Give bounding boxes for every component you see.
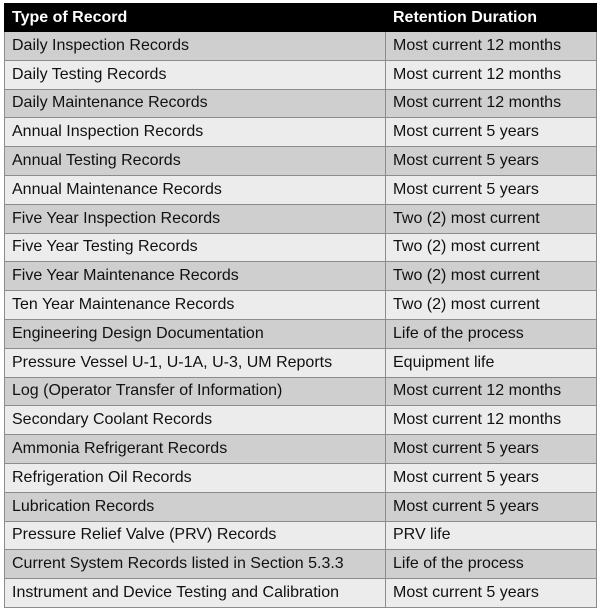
retention-duration-cell: Two (2) most current [385, 261, 597, 292]
record-type-cell: Pressure Vessel U-1, U-1A, U-3, UM Repor… [4, 347, 386, 378]
header-type-of-record: Type of Record [4, 3, 386, 32]
record-type-cell: Annual Testing Records [4, 146, 386, 176]
table-header-row: Type of Record Retention Duration [4, 3, 597, 32]
record-type-cell: Annual Inspection Records [4, 117, 386, 148]
table-row: Daily Inspection Records Most current 12… [4, 31, 597, 61]
retention-duration-cell: Most current 5 years [385, 146, 597, 176]
table-row: Daily Maintenance Records Most current 1… [4, 88, 597, 119]
record-type-cell: Secondary Coolant Records [4, 405, 386, 436]
record-type-cell: Lubrication Records [4, 491, 386, 522]
table-row: Refrigeration Oil Records Most current 5… [4, 462, 597, 493]
table-row: Daily Testing Records Most current 12 mo… [4, 59, 597, 90]
table-row: Five Year Inspection Records Two (2) mos… [4, 203, 597, 234]
record-type-cell: Log (Operator Transfer of Information) [4, 376, 386, 407]
record-retention-table: Type of Record Retention Duration Daily … [4, 3, 597, 608]
record-type-cell: Instrument and Device Testing and Calibr… [4, 578, 386, 608]
record-type-cell: Five Year Maintenance Records [4, 261, 386, 292]
record-type-cell: Five Year Inspection Records [4, 203, 386, 234]
retention-duration-cell: Most current 5 years [385, 491, 597, 522]
table-row: Annual Maintenance Records Most current … [4, 174, 597, 205]
table-row: Five Year Maintenance Records Two (2) mo… [4, 261, 597, 292]
record-type-cell: Ten Year Maintenance Records [4, 290, 386, 320]
retention-duration-cell: Most current 12 months [385, 31, 597, 61]
retention-duration-cell: Most current 12 months [385, 88, 597, 119]
table-row: Engineering Design Documentation Life of… [4, 318, 597, 349]
record-type-cell: Five Year Testing Records [4, 232, 386, 263]
retention-duration-cell: Most current 5 years [385, 462, 597, 493]
retention-duration-cell: Life of the process [385, 549, 597, 580]
table-row: Lubrication Records Most current 5 years [4, 491, 597, 522]
record-type-cell: Refrigeration Oil Records [4, 462, 386, 493]
table-row: Instrument and Device Testing and Calibr… [4, 578, 597, 608]
record-type-cell: Daily Testing Records [4, 59, 386, 90]
table-row: Pressure Vessel U-1, U-1A, U-3, UM Repor… [4, 347, 597, 378]
table-row: Annual Inspection Records Most current 5… [4, 117, 597, 148]
record-type-cell: Current System Records listed in Section… [4, 549, 386, 580]
record-type-cell: Pressure Relief Valve (PRV) Records [4, 520, 386, 551]
retention-duration-cell: Two (2) most current [385, 203, 597, 234]
table-row: Ten Year Maintenance Records Two (2) mos… [4, 290, 597, 320]
table-row: Pressure Relief Valve (PRV) Records PRV … [4, 520, 597, 551]
retention-duration-cell: Most current 12 months [385, 405, 597, 436]
record-retention-table-container: Type of Record Retention Duration Daily … [4, 3, 597, 608]
retention-duration-cell: Most current 12 months [385, 376, 597, 407]
retention-duration-cell: Most current 12 months [385, 59, 597, 90]
record-type-cell: Annual Maintenance Records [4, 174, 386, 205]
retention-duration-cell: Most current 5 years [385, 578, 597, 608]
retention-duration-cell: Most current 5 years [385, 434, 597, 464]
record-type-cell: Ammonia Refrigerant Records [4, 434, 386, 464]
table-row: Current System Records listed in Section… [4, 549, 597, 580]
record-type-cell: Daily Inspection Records [4, 31, 386, 61]
record-type-cell: Daily Maintenance Records [4, 88, 386, 119]
table-row: Secondary Coolant Records Most current 1… [4, 405, 597, 436]
table-row: Ammonia Refrigerant Records Most current… [4, 434, 597, 464]
retention-duration-cell: Most current 5 years [385, 117, 597, 148]
retention-duration-cell: Most current 5 years [385, 174, 597, 205]
retention-duration-cell: Equipment life [385, 347, 597, 378]
record-type-cell: Engineering Design Documentation [4, 318, 386, 349]
retention-duration-cell: Two (2) most current [385, 232, 597, 263]
table-row: Annual Testing Records Most current 5 ye… [4, 146, 597, 176]
table-row: Five Year Testing Records Two (2) most c… [4, 232, 597, 263]
retention-duration-cell: PRV life [385, 520, 597, 551]
retention-duration-cell: Life of the process [385, 318, 597, 349]
table-row: Log (Operator Transfer of Information) M… [4, 376, 597, 407]
retention-duration-cell: Two (2) most current [385, 290, 597, 320]
header-retention-duration: Retention Duration [385, 3, 597, 32]
